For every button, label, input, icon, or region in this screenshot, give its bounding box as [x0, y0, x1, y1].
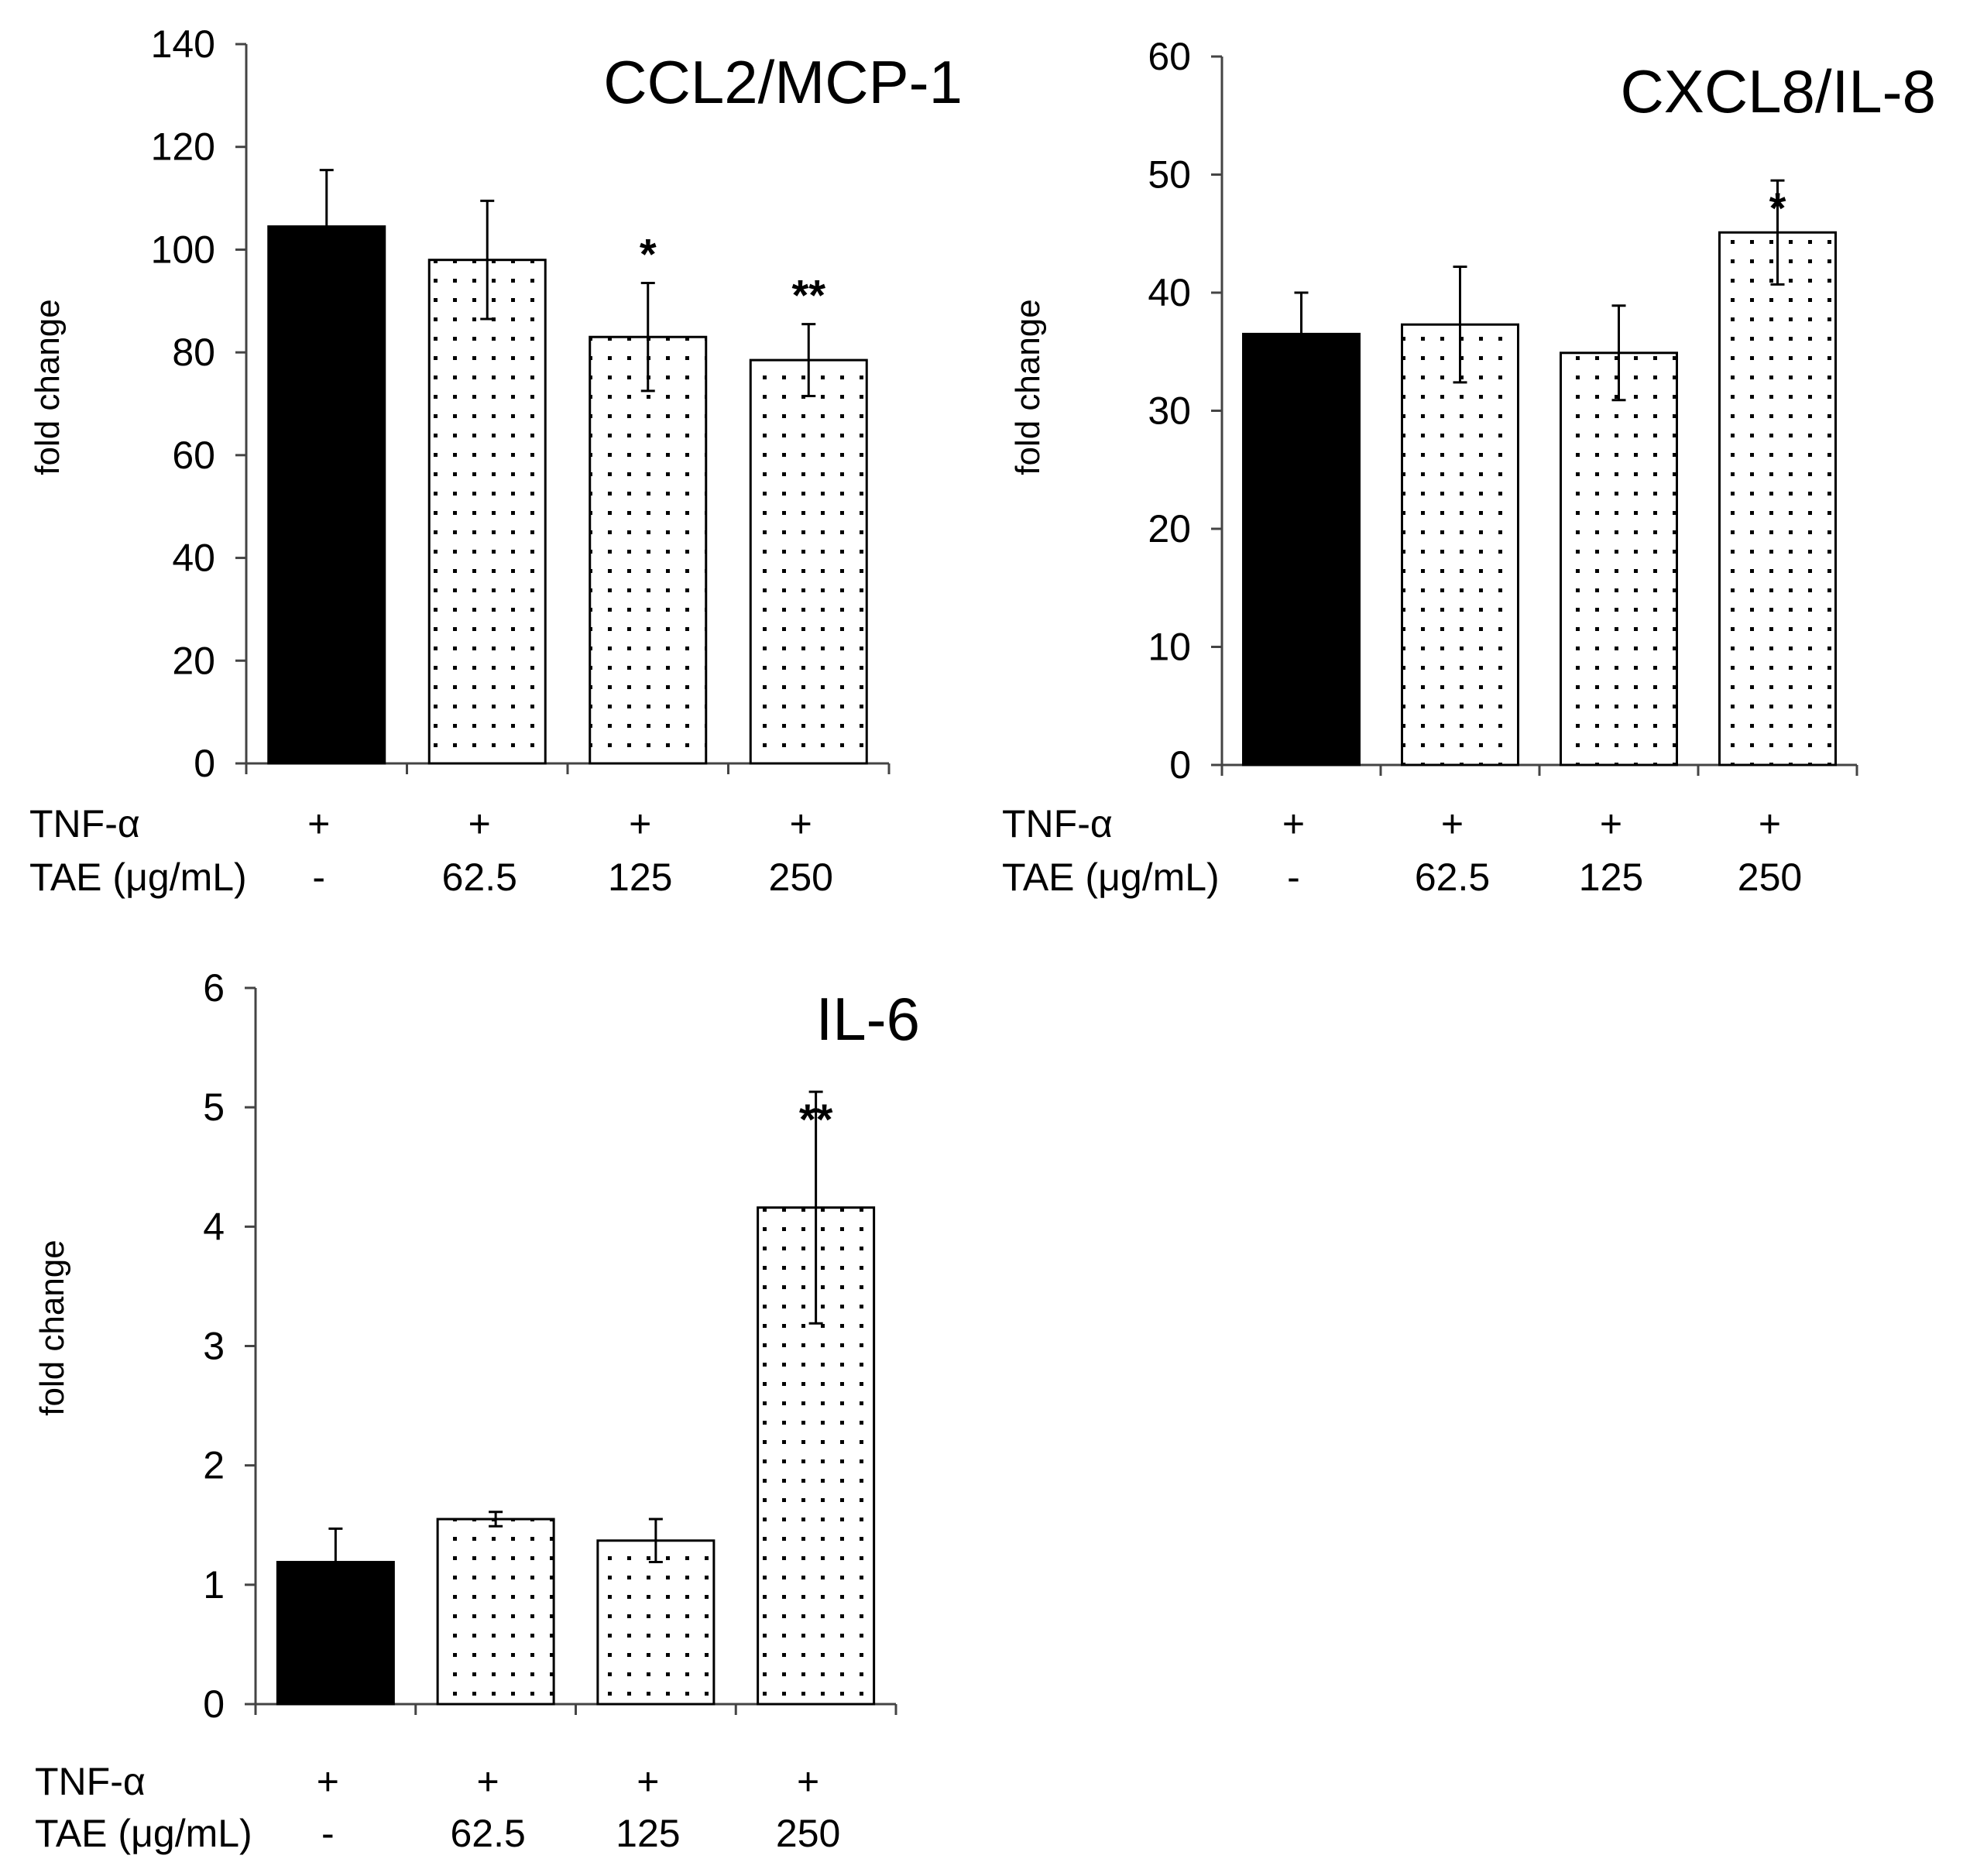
y-tick-label: 40 [1148, 271, 1191, 314]
y-tick-label: 3 [203, 1325, 225, 1368]
y-tick-label: 120 [151, 125, 215, 169]
bar [749, 358, 868, 765]
y-tick-label: 40 [172, 537, 215, 580]
bar [1242, 332, 1361, 767]
y-tick-label: 2 [203, 1444, 225, 1487]
condition-value: + [317, 1760, 339, 1803]
chart-title: IL-6 [816, 985, 920, 1053]
condition-label-tnf: TNF-α [1002, 802, 1113, 845]
bar [589, 335, 708, 765]
y-tick-label: 10 [1148, 626, 1191, 669]
condition-value: 62.5 [442, 856, 517, 899]
condition-value: 62.5 [450, 1812, 525, 1855]
bar [436, 1518, 555, 1706]
condition-value: + [477, 1760, 499, 1803]
bar [596, 1539, 716, 1706]
condition-value: + [790, 802, 812, 845]
y-tick-label: 4 [203, 1205, 225, 1248]
bar [427, 259, 547, 765]
condition-value: 250 [769, 856, 833, 899]
bar [267, 225, 386, 765]
condition-label-tnf: TNF-α [29, 802, 140, 845]
condition-label-tae: TAE (μg/mL) [1002, 856, 1220, 899]
condition-label-tae: TAE (μg/mL) [35, 1812, 252, 1855]
y-tick-label: 30 [1148, 389, 1191, 433]
condition-value: - [1287, 856, 1300, 899]
condition-label-tnf: TNF-α [35, 1760, 146, 1803]
significance-marker: * [1769, 183, 1786, 232]
y-axis-label: fold change [29, 299, 67, 475]
condition-value: + [1600, 802, 1622, 845]
condition-label-tae: TAE (μg/mL) [29, 856, 247, 899]
condition-value: + [629, 802, 651, 845]
significance-marker: ** [791, 271, 825, 320]
significance-marker: ** [799, 1095, 833, 1144]
panel-il6: IL-6 fold change TNF-α TAE (μg/mL) 0 1 2 3 4… [33, 966, 920, 1855]
y-tick-label: 50 [1148, 153, 1191, 197]
bar [1560, 352, 1678, 767]
y-axis-label: fold change [1009, 299, 1047, 475]
y-tick-label: 20 [1148, 507, 1191, 550]
chart-title: CCL2/MCP-1 [603, 48, 963, 116]
condition-value: 62.5 [1415, 856, 1490, 899]
y-tick-label: 1 [203, 1563, 225, 1607]
panel-ccl2-mcp1: CCL2/MCP-1 fold change TNF-α TAE (μg/mL)… [29, 22, 963, 899]
condition-value: + [1441, 802, 1464, 845]
y-axis-label: fold change [33, 1240, 71, 1416]
condition-value: 125 [1579, 856, 1643, 899]
chart-title: CXCL8/IL-8 [1620, 57, 1936, 125]
y-tick-label: 20 [172, 639, 215, 682]
y-tick-label: 6 [203, 966, 225, 1010]
significance-marker: * [640, 230, 657, 279]
condition-value: + [1282, 802, 1305, 845]
condition-value: 250 [776, 1812, 840, 1855]
condition-value: 125 [616, 1812, 680, 1855]
y-tick-label: 140 [151, 22, 215, 66]
condition-value: + [797, 1760, 819, 1803]
condition-value: + [637, 1760, 659, 1803]
condition-value: - [312, 856, 325, 899]
condition-value: 250 [1738, 856, 1802, 899]
condition-value: 125 [608, 856, 672, 899]
y-tick-label: 0 [203, 1682, 225, 1726]
y-tick-label: 100 [151, 228, 215, 271]
y-tick-label: 0 [1169, 743, 1191, 787]
condition-value: + [468, 802, 491, 845]
y-tick-label: 5 [203, 1085, 225, 1129]
condition-value: + [307, 802, 330, 845]
y-tick-label: 60 [1148, 35, 1191, 78]
bar [1401, 323, 1519, 767]
bar [1718, 231, 1837, 767]
y-tick-label: 0 [194, 742, 215, 785]
y-tick-label: 80 [172, 331, 215, 374]
condition-value: + [1759, 802, 1781, 845]
panel-cxcl8-il8: CXCL8/IL-8 fold change TNF-α TAE (μg/mL)… [1002, 35, 1936, 899]
y-tick-label: 60 [172, 434, 215, 477]
condition-value: - [321, 1812, 335, 1855]
